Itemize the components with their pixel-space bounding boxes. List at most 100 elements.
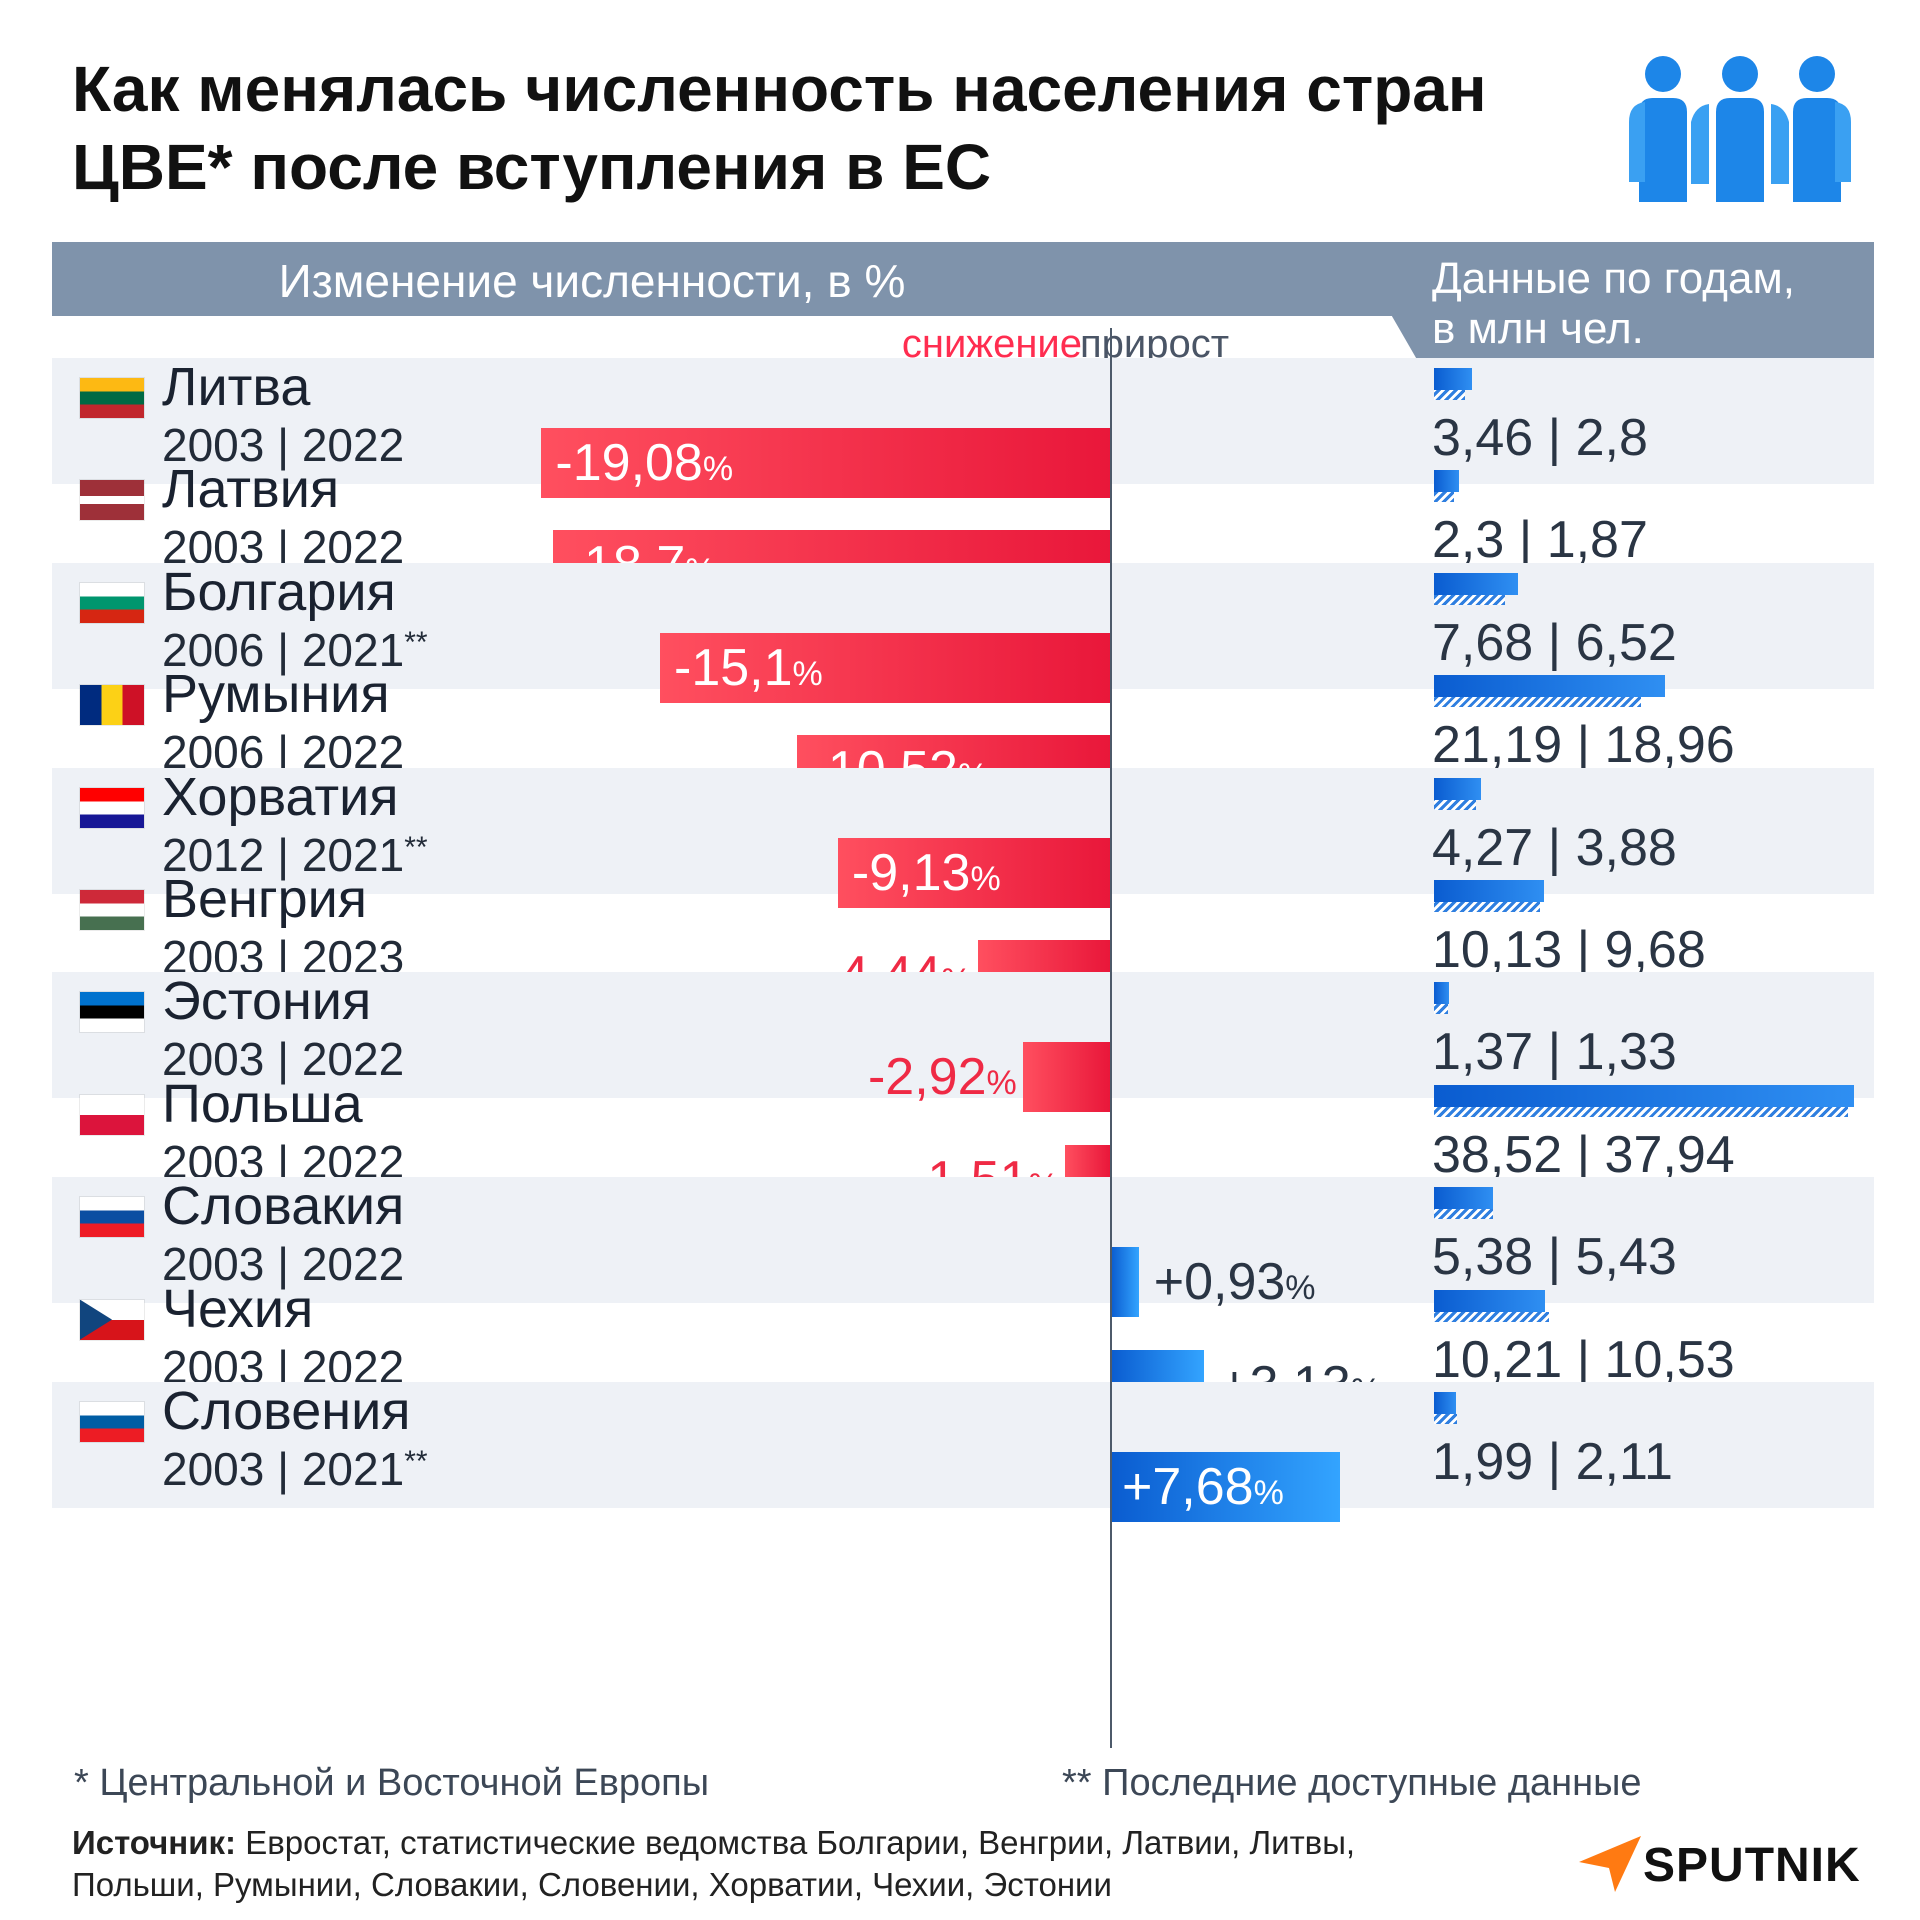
population-bar-end: [1434, 390, 1465, 400]
change-bar: [1111, 1452, 1340, 1522]
country-flag-icon: [80, 1402, 144, 1442]
source-text: Евростат, статистические ведомства Болга…: [72, 1824, 1356, 1903]
country-flag-icon: [80, 685, 144, 726]
country-name: Литва: [162, 357, 311, 417]
population-bar-end: [1434, 492, 1455, 503]
country-name: Болгария: [162, 561, 396, 622]
years-footnote-mark: **: [404, 625, 428, 659]
page-title: Как менялась численность населения стран…: [72, 53, 1487, 203]
percent-symbol: %: [1285, 1269, 1316, 1308]
chart-panel: Изменение численности, в % Данные по год…: [52, 242, 1874, 1804]
change-value: -19,08: [555, 434, 703, 492]
source-label: Источник:: [72, 1824, 237, 1861]
years-text: 2012 | 2021: [162, 828, 405, 881]
change-bar: [541, 428, 1110, 498]
country-flag-icon: [80, 582, 144, 623]
years-text: 2003 | 2022: [162, 1033, 405, 1086]
change-bar: [660, 632, 1110, 703]
years-label: 2003 | 2022: [162, 418, 404, 472]
country-flag-icon: [80, 890, 144, 930]
country-name: Словакия: [162, 1176, 405, 1237]
population-bar-start: [1434, 1084, 1854, 1107]
population-bar-end: [1434, 1209, 1494, 1220]
population-values: 38,52 | 37,94: [1432, 1125, 1735, 1184]
country-name: Венгрия: [162, 869, 368, 929]
country-name: Словения: [162, 1381, 411, 1441]
percent-symbol: %: [792, 654, 823, 693]
population-values: 7,68 | 6,52: [1432, 613, 1677, 672]
percent-symbol: %: [702, 450, 734, 488]
population-bar-end: [1434, 799, 1477, 810]
footnote-star2: ** Последние доступные данные: [1062, 1762, 1642, 1804]
country-name: Чехия: [162, 1278, 314, 1339]
population-values: 10,13 | 9,68: [1432, 921, 1706, 979]
population-bar-start: [1434, 1289, 1546, 1312]
change-data-label: -2,92%: [868, 1048, 1017, 1112]
sputnik-logo[interactable]: SPUTNIK: [1575, 1832, 1875, 1896]
change-data-label: -19,08%: [555, 434, 733, 498]
population-bar-end: [1434, 594, 1506, 605]
country-flag-icon: [80, 480, 144, 521]
percent-symbol: %: [1253, 1474, 1284, 1512]
table-row: Болгария 2006 | 2021** -15,1% 7,68 | 6,52: [52, 561, 1874, 703]
population-values: 3,46 | 2,8: [1432, 409, 1648, 467]
population-bar-end: [1434, 1414, 1457, 1424]
country-flag-icon: [80, 992, 144, 1033]
change-bar: [1111, 1247, 1139, 1318]
flag-triangle: [80, 1299, 112, 1340]
change-data-label: +0,93%: [1154, 1253, 1316, 1317]
source-note: Источник: Евростат, статистические ведом…: [72, 1822, 1472, 1906]
change-value: +0,93: [1153, 1253, 1286, 1312]
population-values: 21,19 | 18,96: [1432, 716, 1735, 775]
header-population-line1: Данные по годам,: [1432, 254, 1795, 303]
population-values: 10,21 | 10,53: [1432, 1330, 1735, 1389]
population-bar-end: [1434, 1311, 1549, 1322]
zero-axis-line: [1110, 328, 1112, 1748]
country-name: Румыния: [162, 664, 390, 725]
years-label: 2006 | 2021**: [162, 623, 428, 677]
population-bar-end: [1434, 1106, 1848, 1117]
change-value: -9,13: [851, 843, 971, 902]
years-footnote-mark: **: [404, 830, 428, 864]
years-label: 2003 | 2021**: [162, 1442, 428, 1496]
years-footnote-mark: **: [404, 1445, 428, 1478]
chart-rows: Литва 2003 | 2022 -19,08% 3,46 | 2,8 Латвия 2…: [52, 357, 1874, 1744]
change-data-label: +7,68%: [1122, 1458, 1284, 1522]
population-bar-start: [1434, 880, 1545, 902]
population-bar-start: [1434, 470, 1460, 493]
country-flag-icon: [80, 787, 144, 828]
table-row: Словакия 2003 | 2022 +0,93% 5,38 | 5,43: [52, 1176, 1874, 1318]
population-bar-start: [1434, 368, 1472, 390]
years-text: 2003 | 2022: [162, 419, 405, 471]
years-label: 2003 | 2022: [162, 1237, 404, 1291]
percent-symbol: %: [970, 859, 1001, 898]
years-text: 2003 | 2021: [162, 1443, 405, 1495]
change-value: +7,68: [1122, 1458, 1254, 1516]
logo-text: SPUTNIK: [1643, 1839, 1861, 1892]
country-name: Эстония: [162, 971, 372, 1032]
population-values: 5,38 | 5,43: [1432, 1228, 1677, 1287]
population-bar-end: [1434, 697, 1641, 708]
country-flag-icon: [80, 1299, 144, 1340]
change-value: -2,92: [867, 1048, 987, 1107]
population-bar-start: [1434, 982, 1449, 1005]
population-values: 4,27 | 3,88: [1432, 818, 1677, 877]
header-population-line2: в млн чел.: [1432, 304, 1644, 353]
change-bar: [837, 837, 1110, 908]
country-name: Латвия: [162, 459, 340, 520]
years-text: 2003 | 2022: [162, 1238, 405, 1291]
population-bar-start: [1434, 572, 1518, 595]
people-group-icon: [1629, 56, 1851, 202]
sputnik-arrow-icon: [1579, 1836, 1641, 1892]
change-value: -15,1: [674, 638, 793, 697]
years-label: 2003 | 2022: [162, 1032, 404, 1086]
population-bar-start: [1434, 675, 1665, 698]
population-values: 2,3 | 1,87: [1432, 511, 1648, 570]
country-name: Хорватия: [162, 766, 399, 827]
country-name: Польша: [162, 1073, 363, 1134]
change-data-label: -9,13%: [852, 844, 1001, 908]
population-bar-start: [1434, 1392, 1456, 1414]
table-row: Литва 2003 | 2022 -19,08% 3,46 | 2,8: [52, 357, 1874, 498]
country-flag-icon: [80, 1197, 144, 1238]
population-bar-start: [1434, 1187, 1493, 1210]
